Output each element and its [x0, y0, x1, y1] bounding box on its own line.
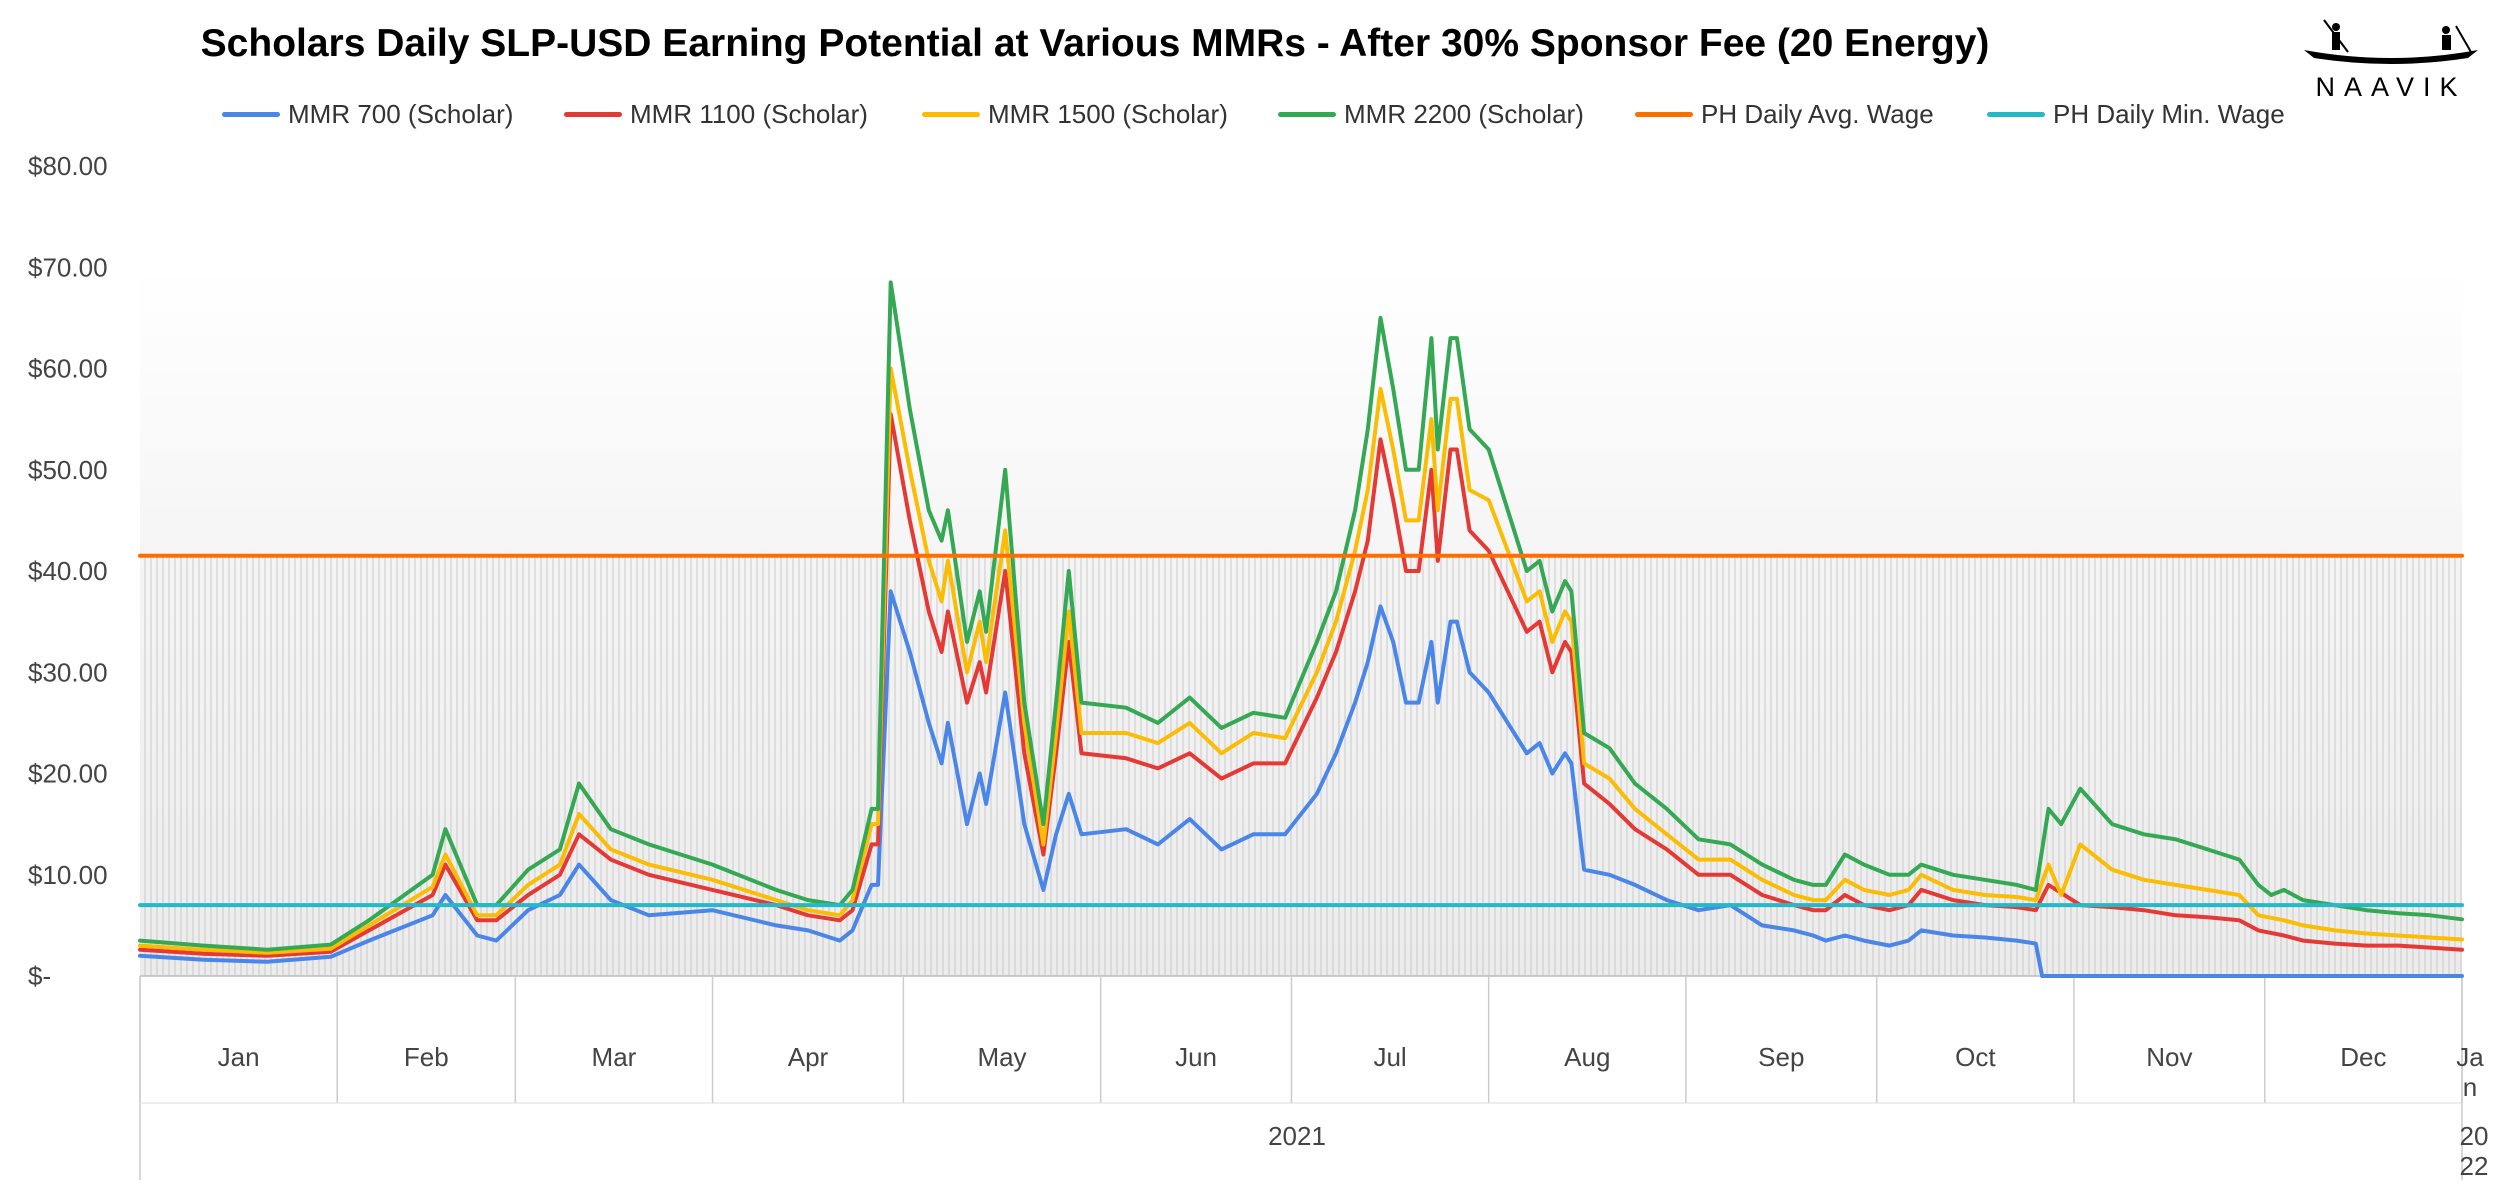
legend-item-mmr-2200: MMR 2200 (Scholar) [1278, 96, 1584, 132]
logo-text: NAAVIK [2315, 72, 2467, 102]
legend-label: MMR 1500 (Scholar) [988, 98, 1228, 129]
legend-swatch [922, 111, 980, 117]
x-month-label: Mar [592, 1042, 637, 1072]
legend-item-ph-avg-wage: PH Daily Avg. Wage [1635, 96, 1934, 132]
legend-label: PH Daily Avg. Wage [1701, 98, 1934, 129]
legend-item-mmr-1500: MMR 1500 (Scholar) [922, 96, 1228, 132]
series-line-mmr-2200-scholar [138, 280, 2464, 952]
legend-label: PH Daily Min. Wage [2053, 98, 2285, 129]
x-year-label: 20 [2460, 1121, 2489, 1151]
naavik-logo: NAAVIK [2296, 12, 2486, 102]
legend: MMR 700 (Scholar) MMR 1100 (Scholar) MMR… [0, 96, 2500, 132]
x-month-label: n [2463, 1072, 2477, 1102]
series-layer [138, 280, 2464, 978]
legend-swatch [222, 111, 280, 117]
x-month-label: Oct [1955, 1042, 1996, 1072]
legend-item-mmr-1100: MMR 1100 (Scholar) [564, 96, 868, 132]
x-month-label: Jul [1373, 1042, 1406, 1072]
legend-label: MMR 700 (Scholar) [288, 98, 514, 129]
boat-icon [2304, 19, 2478, 64]
x-month-label: Jan [218, 1042, 260, 1072]
x-month-label: Aug [1564, 1042, 1610, 1072]
legend-swatch [1987, 111, 2045, 117]
legend-swatch [1635, 111, 1693, 117]
plot-hatch [140, 555, 2462, 976]
x-month-label: Ja [2456, 1042, 2484, 1072]
legend-item-ph-min-wage: PH Daily Min. Wage [1987, 96, 2285, 132]
y-tick-label: $70.00 [28, 252, 108, 282]
x-year-label: 2021 [1268, 1121, 1326, 1151]
legend-swatch [564, 111, 622, 117]
y-tick-label: $10.00 [28, 860, 108, 890]
x-month-label: Feb [404, 1042, 449, 1072]
axes: $80.00 $70.00 $60.00 $50.00 $40.00 $30.00 $20.… [28, 151, 2488, 1181]
legend-item-mmr-700: MMR 700 (Scholar) [222, 96, 513, 132]
x-month-label: Dec [2340, 1042, 2386, 1072]
legend-label: MMR 1100 (Scholar) [630, 98, 868, 129]
x-month-label: Jun [1175, 1042, 1217, 1072]
legend-swatch [1278, 111, 1336, 117]
y-tick-label: $60.00 [28, 354, 108, 384]
legend-label: MMR 2200 (Scholar) [1344, 98, 1584, 129]
series-line-mmr-1500-scholar [138, 366, 2464, 955]
x-year-label: 22 [2460, 1151, 2489, 1181]
y-tick-label: $80.00 [28, 151, 108, 181]
y-tick-label: $30.00 [28, 657, 108, 687]
x-month-label: Nov [2146, 1042, 2192, 1072]
y-tick-label: $50.00 [28, 455, 108, 485]
x-month-label: Apr [788, 1042, 829, 1072]
chart-title: Scholars Daily SLP-USD Earning Potential… [200, 22, 1990, 65]
x-month-label: May [977, 1042, 1026, 1072]
series-line-mmr-700-scholar [138, 589, 2464, 978]
y-tick-label: $- [28, 961, 51, 991]
series-line-mmr-1100-scholar [138, 412, 2464, 958]
y-tick-label: $20.00 [28, 759, 108, 789]
x-month-label: Sep [1758, 1042, 1804, 1072]
y-tick-label: $40.00 [28, 556, 108, 586]
